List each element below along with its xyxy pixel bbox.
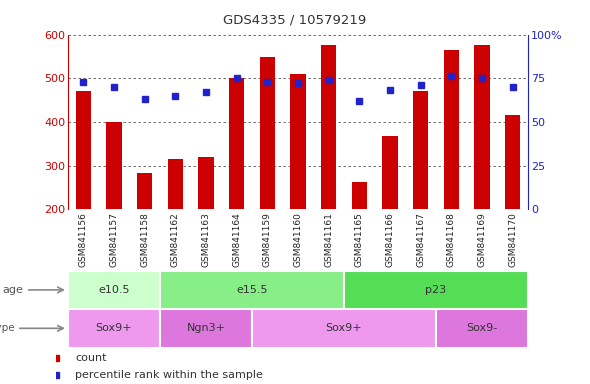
- Bar: [344, 271, 528, 309]
- Bar: [198, 157, 214, 209]
- Text: GSM841165: GSM841165: [355, 212, 364, 267]
- Text: GSM841162: GSM841162: [171, 212, 180, 267]
- Bar: [413, 91, 428, 209]
- Bar: [252, 309, 436, 348]
- Text: Sox9+: Sox9+: [96, 323, 132, 333]
- Bar: [436, 309, 528, 348]
- Text: e10.5: e10.5: [98, 285, 130, 295]
- Bar: [160, 271, 344, 309]
- Text: GSM841157: GSM841157: [109, 212, 119, 267]
- Text: GSM841160: GSM841160: [293, 212, 303, 267]
- Text: GSM841166: GSM841166: [385, 212, 395, 267]
- Text: GSM841159: GSM841159: [263, 212, 272, 267]
- Bar: [106, 122, 122, 209]
- Text: GSM841161: GSM841161: [324, 212, 333, 267]
- Text: Ngn3+: Ngn3+: [186, 323, 225, 333]
- Text: GSM841158: GSM841158: [140, 212, 149, 267]
- Bar: [160, 309, 252, 348]
- Text: GSM841167: GSM841167: [416, 212, 425, 267]
- Bar: [260, 57, 275, 209]
- Bar: [505, 115, 520, 209]
- Text: GSM841163: GSM841163: [201, 212, 211, 267]
- Text: p23: p23: [425, 285, 447, 295]
- Bar: [168, 159, 183, 209]
- Text: GSM841156: GSM841156: [78, 212, 88, 267]
- Text: cell type: cell type: [0, 323, 15, 333]
- Text: count: count: [76, 353, 107, 363]
- Text: Sox9-: Sox9-: [467, 323, 497, 333]
- Text: GSM841169: GSM841169: [477, 212, 487, 267]
- Bar: [474, 45, 490, 209]
- Bar: [352, 182, 367, 209]
- Text: GDS4335 / 10579219: GDS4335 / 10579219: [224, 13, 366, 26]
- Text: percentile rank within the sample: percentile rank within the sample: [76, 370, 263, 380]
- Text: age: age: [3, 285, 24, 295]
- Bar: [137, 174, 152, 209]
- Text: GSM841168: GSM841168: [447, 212, 456, 267]
- Bar: [444, 50, 459, 209]
- Bar: [68, 271, 160, 309]
- Text: e15.5: e15.5: [236, 285, 268, 295]
- Bar: [321, 45, 336, 209]
- Text: GSM841170: GSM841170: [508, 212, 517, 267]
- Text: GSM841164: GSM841164: [232, 212, 241, 267]
- Bar: [68, 309, 160, 348]
- Bar: [382, 136, 398, 209]
- Text: Sox9+: Sox9+: [326, 323, 362, 333]
- Bar: [290, 74, 306, 209]
- Bar: [76, 91, 91, 209]
- Bar: [229, 78, 244, 209]
